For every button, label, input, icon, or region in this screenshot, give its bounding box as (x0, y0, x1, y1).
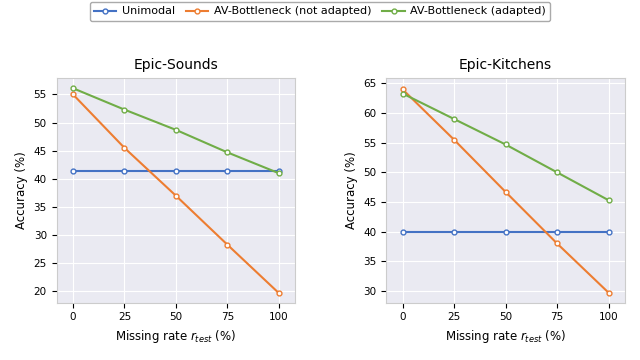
X-axis label: Missing rate $r_{test}$ (%): Missing rate $r_{test}$ (%) (115, 328, 237, 345)
AV-Bottleneck (not adapted) (223, 243, 231, 247)
Y-axis label: Accuracy (%): Accuracy (%) (15, 151, 28, 229)
Unimodal (451, 229, 458, 234)
AV-Bottleneck (adapted) (399, 91, 406, 96)
Unimodal (605, 229, 612, 234)
AV-Bottleneck (not adapted) (69, 92, 77, 96)
AV-Bottleneck (adapted) (553, 170, 561, 175)
AV-Bottleneck (not adapted) (605, 291, 612, 295)
AV-Bottleneck (adapted) (502, 142, 509, 147)
AV-Bottleneck (adapted) (275, 171, 283, 175)
Unimodal (69, 169, 77, 173)
Unimodal (120, 169, 128, 173)
AV-Bottleneck (adapted) (172, 128, 180, 132)
Title: Epic-Sounds: Epic-Sounds (134, 58, 218, 72)
Line: Unimodal: Unimodal (400, 229, 611, 234)
Y-axis label: Accuracy (%): Accuracy (%) (344, 151, 358, 229)
AV-Bottleneck (not adapted) (502, 190, 509, 194)
Line: AV-Bottleneck (not adapted): AV-Bottleneck (not adapted) (70, 92, 282, 296)
AV-Bottleneck (not adapted) (553, 241, 561, 246)
Line: AV-Bottleneck (not adapted): AV-Bottleneck (not adapted) (400, 87, 611, 295)
Title: Epic-Kitchens: Epic-Kitchens (459, 58, 552, 72)
Unimodal (502, 229, 509, 234)
Unimodal (399, 229, 406, 234)
Line: AV-Bottleneck (adapted): AV-Bottleneck (adapted) (400, 91, 611, 203)
AV-Bottleneck (not adapted) (172, 194, 180, 198)
Unimodal (172, 169, 180, 173)
AV-Bottleneck (not adapted) (275, 291, 283, 295)
AV-Bottleneck (adapted) (451, 117, 458, 121)
Unimodal (275, 169, 283, 173)
Unimodal (223, 169, 231, 173)
Line: Unimodal: Unimodal (70, 168, 282, 174)
AV-Bottleneck (not adapted) (120, 146, 128, 150)
AV-Bottleneck (adapted) (120, 108, 128, 112)
AV-Bottleneck (adapted) (223, 150, 231, 154)
Legend: Unimodal, AV-Bottleneck (not adapted), AV-Bottleneck (adapted): Unimodal, AV-Bottleneck (not adapted), A… (90, 2, 550, 21)
X-axis label: Missing rate $r_{test}$ (%): Missing rate $r_{test}$ (%) (445, 328, 566, 345)
AV-Bottleneck (adapted) (69, 86, 77, 90)
AV-Bottleneck (adapted) (605, 198, 612, 202)
Unimodal (553, 229, 561, 234)
AV-Bottleneck (not adapted) (399, 87, 406, 91)
AV-Bottleneck (not adapted) (451, 138, 458, 142)
Line: AV-Bottleneck (adapted): AV-Bottleneck (adapted) (70, 86, 282, 176)
